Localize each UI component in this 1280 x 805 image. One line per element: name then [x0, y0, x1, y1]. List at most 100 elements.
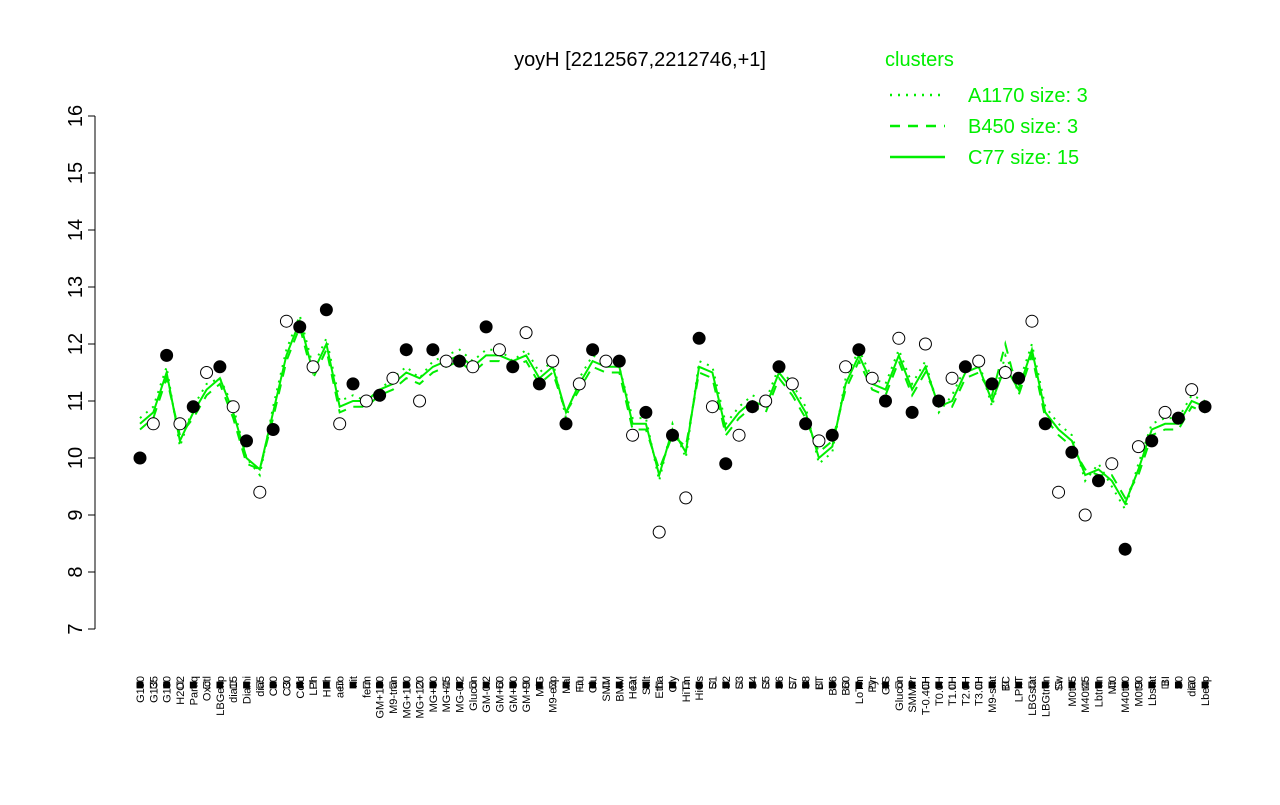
data-point — [1025, 314, 1039, 328]
x-tick-label: B36 — [827, 676, 839, 696]
rug-mark — [695, 681, 703, 689]
rug-mark — [1041, 681, 1049, 689]
data-point — [173, 417, 187, 431]
data-point — [905, 405, 919, 419]
x-tick-label: BT — [814, 676, 826, 690]
x-tick-label: LBGtran — [1040, 676, 1052, 717]
data-point — [945, 371, 959, 385]
rug-mark — [309, 681, 317, 689]
x-tick-label: BMM — [614, 676, 626, 702]
x-tick-label: MG+45 — [441, 676, 453, 712]
rug-mark — [482, 681, 490, 689]
data-point — [319, 303, 333, 317]
data-point — [559, 417, 573, 431]
rug-mark — [948, 681, 956, 689]
rug-mark — [535, 681, 543, 689]
y-tick-label: 11 — [65, 391, 87, 412]
series-line — [139, 317, 1206, 506]
legend-label: C77 size: 15 — [968, 147, 1079, 169]
data-point — [879, 394, 892, 408]
x-tick-label: T2.0H — [960, 676, 972, 706]
rug-mark — [575, 681, 583, 689]
rug-mark — [1188, 681, 1196, 689]
data-point — [932, 394, 946, 408]
legend-label: B450 size: 3 — [968, 116, 1078, 138]
data-point — [1171, 411, 1185, 425]
data-point — [1012, 371, 1026, 385]
rug-mark — [1095, 681, 1102, 689]
y-tick-label: 16 — [65, 105, 87, 127]
data-point — [892, 331, 906, 345]
data-point — [240, 434, 253, 448]
data-point — [532, 377, 546, 391]
data-point — [359, 394, 373, 408]
x-tick-label: MG+120 — [415, 676, 427, 719]
y-tick-label: 9 — [65, 509, 87, 520]
data-point — [1145, 434, 1159, 448]
data-point — [386, 371, 400, 385]
x-tick-label: S1 — [707, 676, 719, 689]
x-tick-label: Salt — [641, 676, 653, 695]
x-tick-label: G135 — [148, 676, 160, 703]
rug-mark — [229, 681, 237, 689]
rug-mark — [136, 681, 144, 689]
x-tick-label: GM+90 — [521, 676, 533, 712]
rug-mark — [775, 681, 783, 689]
rug-mark — [669, 681, 676, 689]
rug-mark — [189, 681, 197, 689]
x-tick-label: S0 — [1173, 676, 1185, 689]
x-tick-label: G150 — [135, 676, 147, 703]
data-point — [146, 417, 160, 431]
data-point — [666, 428, 679, 442]
x-tick-label: C30 — [281, 676, 293, 696]
data-point — [692, 331, 706, 345]
data-point — [306, 360, 320, 374]
x-tick-label: S3 — [734, 676, 746, 689]
rug-mark — [682, 681, 690, 689]
rug-mark — [416, 681, 423, 689]
data-point — [772, 360, 786, 374]
x-tick-label: Glu — [588, 676, 600, 693]
x-tick-label: LPhT — [1014, 676, 1026, 703]
data-point — [200, 366, 214, 379]
x-tick-label: Sw — [1054, 676, 1066, 691]
rug-mark — [243, 681, 250, 689]
data-point — [652, 525, 666, 539]
rug-mark — [1121, 681, 1129, 689]
data-point — [133, 451, 147, 465]
rug-mark — [802, 681, 810, 689]
data-point — [1052, 485, 1066, 499]
data-point — [519, 326, 533, 340]
rug-mark — [642, 681, 650, 689]
rug-mark — [961, 681, 969, 689]
rug-mark — [895, 681, 903, 689]
x-tick-label: Gly — [668, 676, 680, 693]
rug-mark — [815, 681, 823, 689]
rug-mark — [349, 681, 357, 689]
data-point — [732, 428, 746, 442]
rug-mark — [402, 681, 410, 689]
y-tick-label: 8 — [65, 566, 87, 577]
rug-mark — [1108, 681, 1116, 689]
x-tick-label: M0t45 — [1067, 676, 1079, 707]
x-tick-label: SMM — [601, 676, 613, 702]
data-point — [1158, 405, 1172, 419]
x-tick-label: S2 — [721, 676, 733, 689]
data-point — [293, 320, 307, 334]
data-point — [745, 400, 759, 414]
rug-mark — [1135, 681, 1142, 689]
x-tick-label: dia15 — [228, 676, 240, 703]
x-tick-label: GM+150 — [375, 676, 387, 719]
data-point — [612, 354, 626, 368]
x-tick-label: Mal — [561, 676, 573, 694]
y-tick-label: 13 — [65, 276, 87, 298]
x-tick-label: ferm — [361, 676, 373, 698]
rug-mark — [1201, 681, 1209, 689]
rug-mark — [376, 681, 384, 689]
data-point — [1092, 474, 1105, 488]
x-tick-label: T0.0H — [934, 676, 946, 706]
x-tick-label: M40t45 — [1080, 676, 1092, 713]
x-tick-label: Glucon — [894, 676, 906, 711]
x-tick-label: M40t90 — [1120, 676, 1132, 713]
rug-mark — [842, 681, 849, 689]
